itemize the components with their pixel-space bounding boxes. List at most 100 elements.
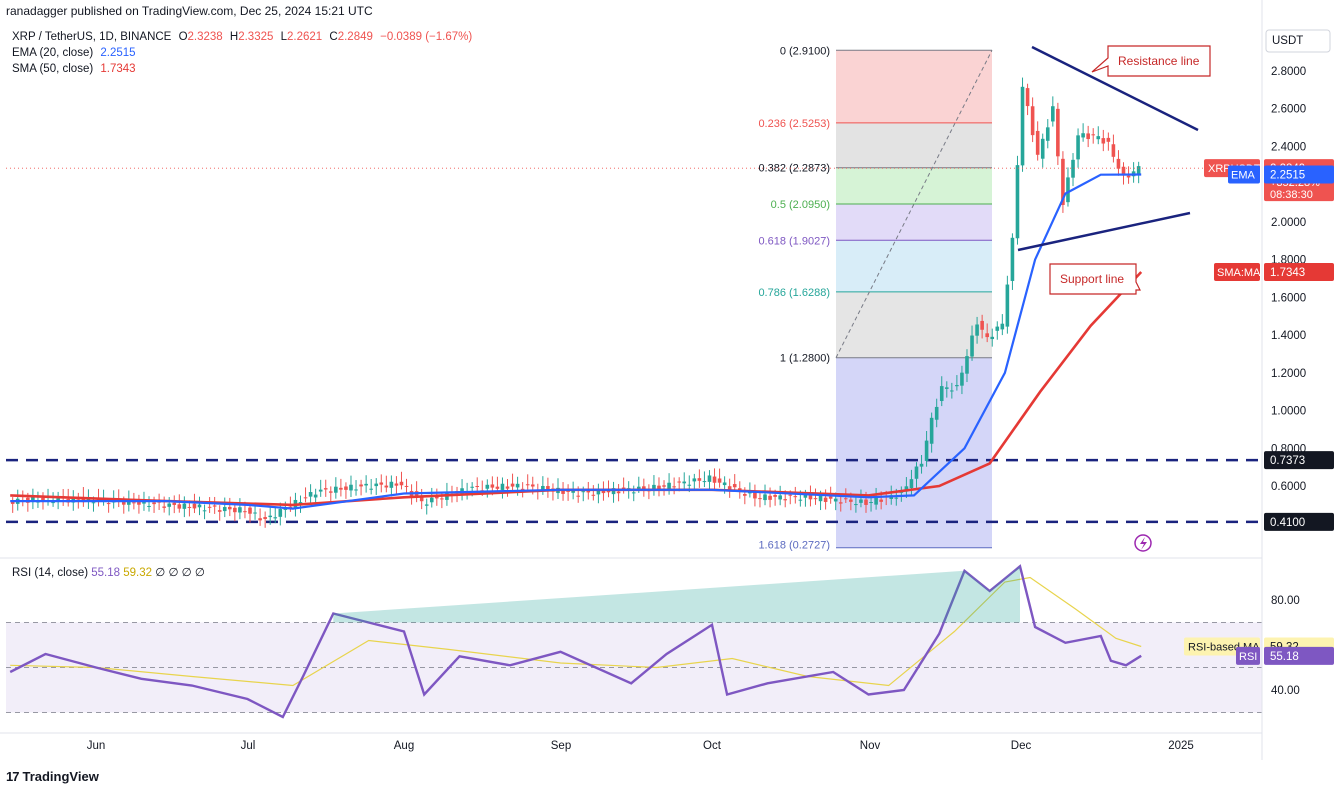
candle-body-175 <box>894 497 899 499</box>
candle-body-161 <box>823 497 828 502</box>
candle-body-170 <box>869 502 873 504</box>
candle-body-33 <box>177 504 182 509</box>
candle-body-213 <box>1086 133 1090 140</box>
candle-body-68 <box>354 489 358 491</box>
candle-body-12 <box>71 497 76 503</box>
candle-body-83 <box>429 497 434 503</box>
candle-body-65 <box>339 487 343 490</box>
candle-body-47 <box>248 507 252 514</box>
price-tick-8: 1.2000 <box>1271 368 1306 380</box>
candle-body-155 <box>793 496 798 498</box>
candle-body-123 <box>631 492 636 494</box>
candle-body-44 <box>233 507 237 513</box>
legend-ohlc[interactable]: XRP / TetherUS, 1D, BINANCE O2.3238 H2.3… <box>12 31 472 43</box>
candle-body-143 <box>732 484 737 488</box>
candle-body-139 <box>712 476 717 483</box>
fib-zone-0.236 <box>836 122 992 168</box>
sma-badge-box <box>1264 263 1334 282</box>
candle-body-142 <box>727 486 732 490</box>
fib-label-0.786: 0.786 (1.6288) <box>758 287 830 299</box>
candle-body-202 <box>1030 106 1035 136</box>
last-price-countdown: 08:38:30 <box>1270 189 1313 201</box>
candle-body-136 <box>697 478 702 481</box>
candle-body-171 <box>874 497 878 505</box>
brand-name: TradingView <box>22 769 99 784</box>
candle-body-153 <box>783 499 788 501</box>
candle-body-189 <box>965 356 969 374</box>
rsi-tick-1: 40.00 <box>1271 685 1300 697</box>
candle-body-80 <box>414 491 419 498</box>
candle-body-119 <box>611 488 616 495</box>
candle-body-54 <box>283 508 288 510</box>
tradingview-brand[interactable]: 17 TradingView <box>6 769 99 784</box>
currency-button <box>1265 29 1331 53</box>
price-tick-0: 2.8000 <box>1271 66 1306 78</box>
candle-body-74 <box>384 485 389 488</box>
candle-body-77 <box>399 481 404 486</box>
price-tick-4: 2.0000 <box>1271 217 1306 229</box>
time-tick-Nov: Nov <box>860 740 881 752</box>
candle-body-124 <box>636 486 641 489</box>
candle-body-134 <box>687 484 692 486</box>
candle-body-85 <box>440 498 444 500</box>
candle-body-150 <box>768 495 772 500</box>
candle-body-61 <box>318 489 323 492</box>
legend-sma-value: 1.7343 <box>100 63 136 75</box>
candle-body-35 <box>187 506 192 508</box>
candle-body-192 <box>980 320 984 330</box>
candle-body-14 <box>81 496 86 503</box>
candle-body-48 <box>253 512 257 514</box>
price-tick-7: 1.4000 <box>1271 330 1306 342</box>
candle-body-115 <box>591 494 596 496</box>
publish-header: ranadagger published on TradingView.com,… <box>6 4 373 18</box>
candle-body-72 <box>374 483 379 487</box>
rsi-badge-value: 55.18 <box>1270 651 1299 663</box>
legend-sma-label: SMA (50, close) <box>12 63 94 75</box>
candle-body-197 <box>1005 284 1010 327</box>
candle-body-172 <box>879 499 883 502</box>
candle-body-179 <box>914 466 919 479</box>
price-tick-2: 2.4000 <box>1271 141 1306 153</box>
candle-body-76 <box>394 483 399 486</box>
support-callout-box <box>1049 263 1141 295</box>
candle-body-49 <box>258 518 262 521</box>
candle-body-81 <box>419 496 424 502</box>
candle-body-203 <box>1035 130 1040 155</box>
candle-body-154 <box>788 494 793 496</box>
time-tick-Jul: Jul <box>241 740 256 752</box>
legend-change: −0.0389 (−1.67%) <box>380 31 473 43</box>
ema-line <box>10 173 1142 510</box>
candle-body-53 <box>278 509 283 517</box>
resistance-callout-text: Resistance line <box>1118 54 1200 68</box>
horizontal-level-badge-text-0: 0.7373 <box>1270 455 1305 467</box>
lightning-icon <box>1134 534 1152 552</box>
candle-body-105 <box>541 485 545 490</box>
candle-body-211 <box>1076 135 1080 160</box>
legend-h-value: 2.3325 <box>238 31 274 43</box>
ema-badge-box <box>1264 165 1334 184</box>
candle-body-50 <box>263 517 267 519</box>
candle-body-36 <box>192 503 197 509</box>
candle-body-64 <box>334 486 338 493</box>
candle-body-92 <box>475 486 480 488</box>
candle-body-204 <box>1040 138 1045 159</box>
candle-body-149 <box>763 494 767 501</box>
candle-body-187 <box>955 385 959 387</box>
candle-body-73 <box>379 482 384 485</box>
price-tick-9: 1.0000 <box>1271 406 1306 418</box>
candle-body-165 <box>844 498 848 500</box>
legend-l-value: 2.2621 <box>287 31 323 43</box>
legend-sma[interactable]: SMA (50, close) 1.7343 <box>12 63 136 75</box>
candle-body-113 <box>581 491 586 493</box>
candle-body-100 <box>515 483 520 488</box>
candle-body-195 <box>995 326 1000 331</box>
candle-body-196 <box>1000 323 1005 330</box>
time-tick-Oct: Oct <box>703 740 722 752</box>
candle-body-140 <box>717 478 722 483</box>
ema-badge-value: 2.2515 <box>1270 169 1305 181</box>
candle-body-148 <box>758 498 762 500</box>
legend-ema[interactable]: EMA (20, close) 2.2515 <box>12 47 136 59</box>
legend-rsi[interactable]: RSI (14, close) 55.18 59.32 ∅ ∅ ∅ ∅ <box>12 565 205 579</box>
